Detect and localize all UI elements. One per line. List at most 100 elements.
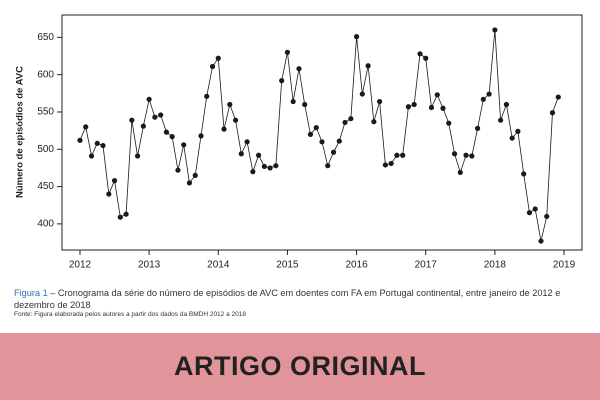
x-tick-label: 2014	[207, 260, 230, 271]
x-tick-label: 2017	[415, 260, 438, 271]
point	[469, 153, 475, 159]
chart: Número de episódios de AVC 400 450 500 550 6…	[15, 14, 583, 271]
x-tick-label: 2019	[553, 260, 576, 271]
point	[457, 169, 463, 176]
point	[94, 140, 100, 146]
point	[544, 213, 550, 220]
point	[255, 152, 262, 158]
y-tick-label: 650	[37, 32, 54, 43]
point	[555, 94, 561, 100]
point	[509, 135, 515, 141]
point	[117, 214, 123, 220]
point	[77, 137, 83, 143]
point	[88, 153, 95, 159]
point	[186, 180, 193, 186]
point	[532, 206, 538, 212]
caption-text: – Cronograma da série do número de episó…	[14, 288, 561, 310]
point	[134, 153, 141, 159]
point	[428, 104, 435, 111]
point	[163, 129, 170, 135]
point	[417, 51, 423, 57]
point	[238, 151, 244, 157]
plot-frame	[61, 14, 583, 251]
caption: Figura 1 – Cronograma da série do número…	[14, 287, 589, 311]
point	[353, 34, 360, 40]
point	[192, 172, 198, 178]
point	[336, 138, 342, 144]
point	[515, 128, 521, 134]
point	[549, 110, 556, 116]
point	[388, 160, 394, 167]
point	[377, 98, 383, 105]
point	[261, 163, 267, 170]
point	[296, 66, 302, 72]
caption-source: Fonte: Figura elaborada pelos autores a …	[14, 311, 246, 318]
point	[330, 149, 337, 155]
y-tick-label: 400	[37, 219, 54, 230]
point	[106, 191, 112, 197]
point	[198, 133, 204, 139]
point	[175, 167, 181, 173]
point	[474, 125, 481, 131]
point	[204, 93, 210, 99]
point	[100, 142, 106, 149]
point	[498, 117, 504, 123]
point	[302, 101, 308, 108]
point	[267, 165, 273, 171]
point	[382, 162, 389, 168]
series-line	[79, 29, 559, 242]
point	[394, 152, 400, 158]
point	[319, 139, 325, 145]
y-tick-label: 550	[37, 107, 54, 118]
point	[152, 114, 158, 120]
banner: ARTIGO ORIGINAL	[0, 333, 600, 400]
point	[290, 98, 296, 105]
x-tick-label: 2013	[138, 260, 161, 271]
x-tick-label: 2016	[345, 260, 368, 271]
point	[521, 171, 527, 177]
point	[313, 125, 319, 131]
point	[359, 91, 365, 97]
point	[423, 55, 429, 61]
point	[244, 139, 250, 145]
point	[463, 152, 469, 158]
point	[284, 49, 291, 55]
point	[348, 116, 354, 122]
point	[400, 152, 406, 158]
point	[434, 92, 440, 98]
point	[440, 105, 446, 111]
x-tick-label: 2018	[484, 260, 507, 271]
point	[83, 124, 89, 130]
y-tick-label: 450	[37, 181, 54, 192]
point	[365, 63, 371, 69]
point	[492, 27, 498, 33]
point	[227, 101, 233, 108]
point	[221, 126, 227, 132]
point	[215, 55, 221, 61]
point	[279, 78, 285, 84]
point	[169, 134, 175, 140]
x-tick-label: 2012	[69, 260, 92, 271]
point	[405, 104, 412, 110]
point	[486, 91, 492, 97]
point	[158, 112, 164, 118]
point	[526, 210, 533, 216]
point	[250, 169, 256, 175]
point	[129, 117, 135, 123]
point	[371, 119, 377, 125]
point	[232, 117, 239, 123]
point	[503, 101, 510, 108]
point	[538, 238, 544, 244]
caption-label: Figura 1	[14, 288, 48, 298]
point	[342, 119, 348, 126]
point	[273, 163, 279, 169]
point	[111, 178, 118, 184]
point	[325, 163, 331, 169]
point	[307, 131, 314, 137]
point	[451, 151, 458, 157]
point	[446, 120, 452, 126]
point	[480, 96, 486, 102]
point	[411, 101, 417, 108]
point	[146, 96, 152, 102]
